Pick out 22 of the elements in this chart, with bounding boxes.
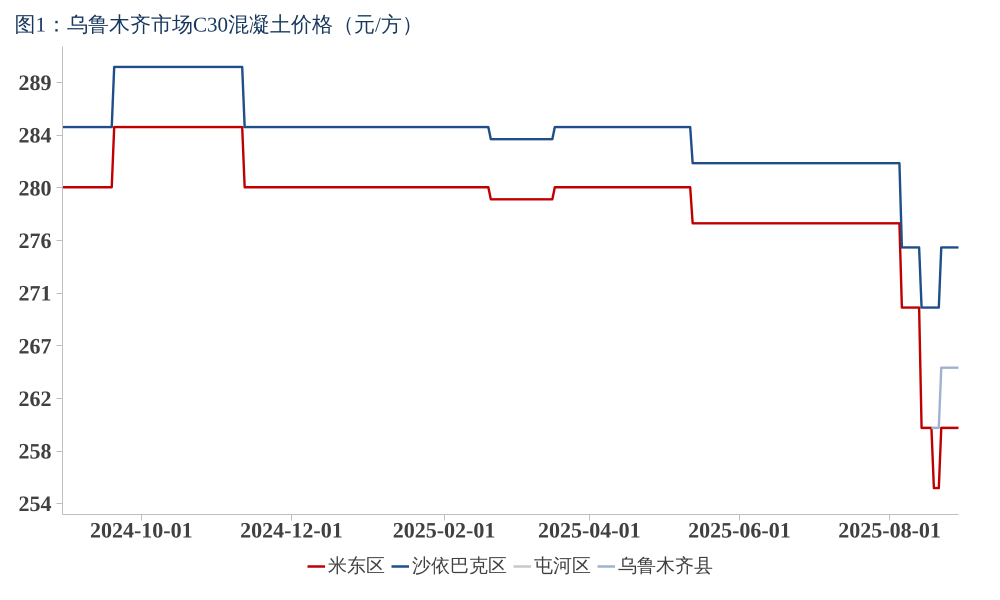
- y-tick-label: 258: [18, 438, 52, 464]
- y-tick-label: 284: [18, 122, 52, 148]
- x-tick-label: 2025-02-01: [392, 518, 496, 542]
- legend-label: 乌鲁木齐县: [618, 555, 713, 579]
- x-tick-label: 2024-10-01: [90, 518, 193, 542]
- y-tick-label: 254: [18, 491, 52, 516]
- legend-label: 沙依巴克区: [412, 555, 507, 579]
- legend-label: 屯河区: [534, 555, 591, 579]
- y-tick-label: 271: [18, 280, 52, 306]
- line-series: [62, 126, 958, 490]
- x-tick-label: 2025-08-01: [838, 518, 941, 542]
- x-tick-label: 2025-04-01: [538, 518, 641, 542]
- y-tick-label: 267: [18, 333, 52, 358]
- y-tick-label: 276: [18, 228, 52, 253]
- legend-label: 米东区: [328, 555, 385, 579]
- y-tick-label: 262: [18, 386, 52, 411]
- x-tick-label: 2024-12-01: [240, 518, 343, 542]
- y-tick-label: 289: [18, 70, 52, 96]
- line-series: [62, 66, 958, 309]
- x-tick-label: 2025-06-01: [688, 518, 791, 542]
- chart-title: 图1：乌鲁木齐市场C30混凝土价格（元/方）: [14, 12, 423, 36]
- y-tick-label: 280: [18, 175, 52, 200]
